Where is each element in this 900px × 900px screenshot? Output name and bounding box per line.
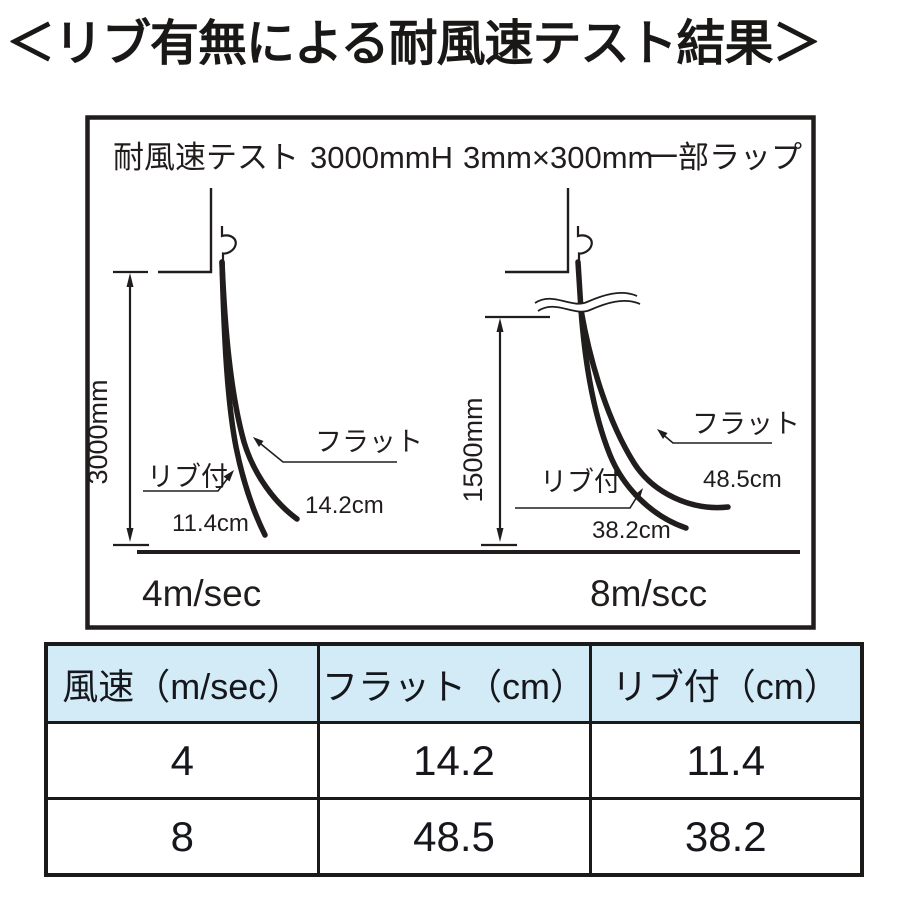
diagram-wrap-spec: 一部ラップ xyxy=(647,140,802,175)
left-rib-arrow-icon xyxy=(223,470,234,482)
wind-test-diagram: 耐風速テスト 3000mmH 3mm×300mm 一部ラップ xyxy=(83,115,816,630)
right-rib-label: リブ付 xyxy=(540,467,621,497)
table-row: 8 48.5 38.2 xyxy=(44,797,864,877)
right-dimension-label: 1500mm xyxy=(458,397,488,502)
right-arrow-up-icon xyxy=(496,318,504,332)
table-row: 4 14.2 11.4 xyxy=(44,721,864,800)
right-rib-arrow-icon xyxy=(633,488,643,500)
right-bracket xyxy=(505,188,570,274)
diagram-canvas: 耐風速テスト 3000mmH 3mm×300mm 一部ラップ xyxy=(83,115,816,630)
table-cell: 4 xyxy=(44,721,320,800)
table-header-rib: リブ付（cm） xyxy=(588,642,864,724)
right-dimension xyxy=(481,315,550,547)
left-arrow-up-icon xyxy=(126,273,134,287)
left-flat-arrow-icon xyxy=(253,437,264,447)
right-rib-value: 38.2cm xyxy=(592,517,671,544)
left-flat-value: 14.2cm xyxy=(305,492,384,519)
table-cell: 14.2 xyxy=(316,721,592,800)
left-wind-speed-label: 4m/sec xyxy=(142,573,261,614)
diagram-size-spec: 3mm×300mm xyxy=(463,140,653,175)
right-clip xyxy=(576,226,593,262)
left-rib-strip xyxy=(219,259,268,538)
left-rib-label: リブ付 xyxy=(147,462,228,492)
left-dimension xyxy=(113,270,149,547)
right-flat-value: 48.5cm xyxy=(703,466,782,493)
left-arrow-down-icon xyxy=(126,528,134,542)
left-rib-value: 11.4cm xyxy=(172,510,249,537)
diagram-title: 耐風速テスト xyxy=(113,140,299,175)
right-rib-strip xyxy=(578,307,689,531)
left-flat-leader xyxy=(255,439,397,463)
right-wind-speed-label: 8m/scc xyxy=(590,573,707,614)
table-cell: 48.5 xyxy=(316,797,592,877)
right-flat-arrow-icon xyxy=(657,429,668,439)
left-flat-label: フラット xyxy=(315,427,423,457)
left-rib-leader xyxy=(143,473,232,492)
diagram-frame xyxy=(85,115,816,630)
table-cell: 8 xyxy=(44,797,320,877)
right-flat-strip xyxy=(578,307,731,511)
right-flat-label: フラット xyxy=(692,409,800,439)
table-header-row: 風速（m/sec） フラット（cm） リブ付（cm） xyxy=(44,642,864,724)
break-symbol-icon xyxy=(534,292,641,313)
left-clip xyxy=(220,226,237,262)
left-bracket xyxy=(158,188,213,274)
left-test-figure xyxy=(158,188,300,538)
table-header-flat: フラット（cm） xyxy=(316,642,592,724)
table-cell: 38.2 xyxy=(588,797,864,877)
page-title: ＜リブ有無による耐風速テスト結果＞ xyxy=(6,17,822,71)
table-cell: 11.4 xyxy=(588,721,864,800)
diagram-height-spec: 3000mmH xyxy=(310,140,453,175)
results-table: 風速（m/sec） フラット（cm） リブ付（cm） 4 14.2 11.4 8… xyxy=(44,642,864,877)
right-arrow-down-icon xyxy=(496,528,504,542)
left-dimension-label: 3000mm xyxy=(85,379,113,484)
table-header-wind-speed: 風速（m/sec） xyxy=(44,642,320,724)
